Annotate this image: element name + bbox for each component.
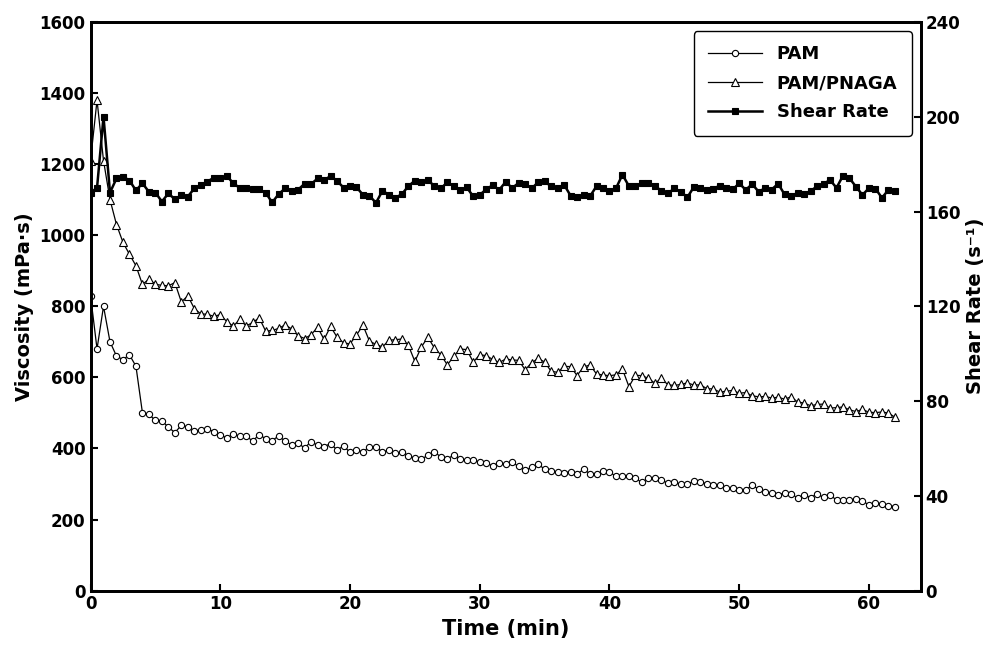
- Shear Rate: [370, 199, 382, 207]
- PAM: [889, 503, 901, 511]
- PAM/PNAGA: [766, 394, 778, 402]
- Legend: PAM, PAM/PNAGA, Shear Rate: PAM, PAM/PNAGA, Shear Rate: [694, 31, 912, 135]
- PAM: [837, 496, 849, 504]
- PAM/PNAGA: [785, 393, 797, 401]
- Shear Rate: [889, 187, 901, 195]
- PAM: [584, 470, 596, 477]
- PAM/PNAGA: [299, 335, 311, 343]
- X-axis label: Time (min): Time (min): [442, 619, 569, 639]
- PAM/PNAGA: [889, 413, 901, 421]
- Shear Rate: [85, 188, 97, 196]
- Shear Rate: [597, 184, 609, 192]
- Shear Rate: [850, 182, 862, 190]
- Line: Shear Rate: Shear Rate: [87, 113, 898, 206]
- PAM/PNAGA: [91, 96, 103, 104]
- Y-axis label: Viscosity (mPa·s): Viscosity (mPa·s): [15, 212, 34, 401]
- Shear Rate: [792, 189, 804, 197]
- PAM/PNAGA: [279, 321, 291, 329]
- PAM/PNAGA: [843, 406, 855, 414]
- Shear Rate: [772, 180, 784, 188]
- PAM: [759, 489, 771, 496]
- Y-axis label: Shear Rate (s⁻¹): Shear Rate (s⁻¹): [966, 218, 985, 394]
- PAM: [85, 292, 97, 300]
- PAM/PNAGA: [85, 157, 97, 165]
- Shear Rate: [98, 113, 110, 121]
- PAM/PNAGA: [591, 370, 603, 378]
- Shear Rate: [299, 180, 311, 188]
- Line: PAM: PAM: [87, 292, 898, 510]
- Shear Rate: [279, 184, 291, 192]
- PAM: [779, 489, 791, 497]
- Line: PAM/PNAGA: PAM/PNAGA: [87, 96, 899, 421]
- PAM: [292, 439, 304, 447]
- PAM: [273, 432, 285, 440]
